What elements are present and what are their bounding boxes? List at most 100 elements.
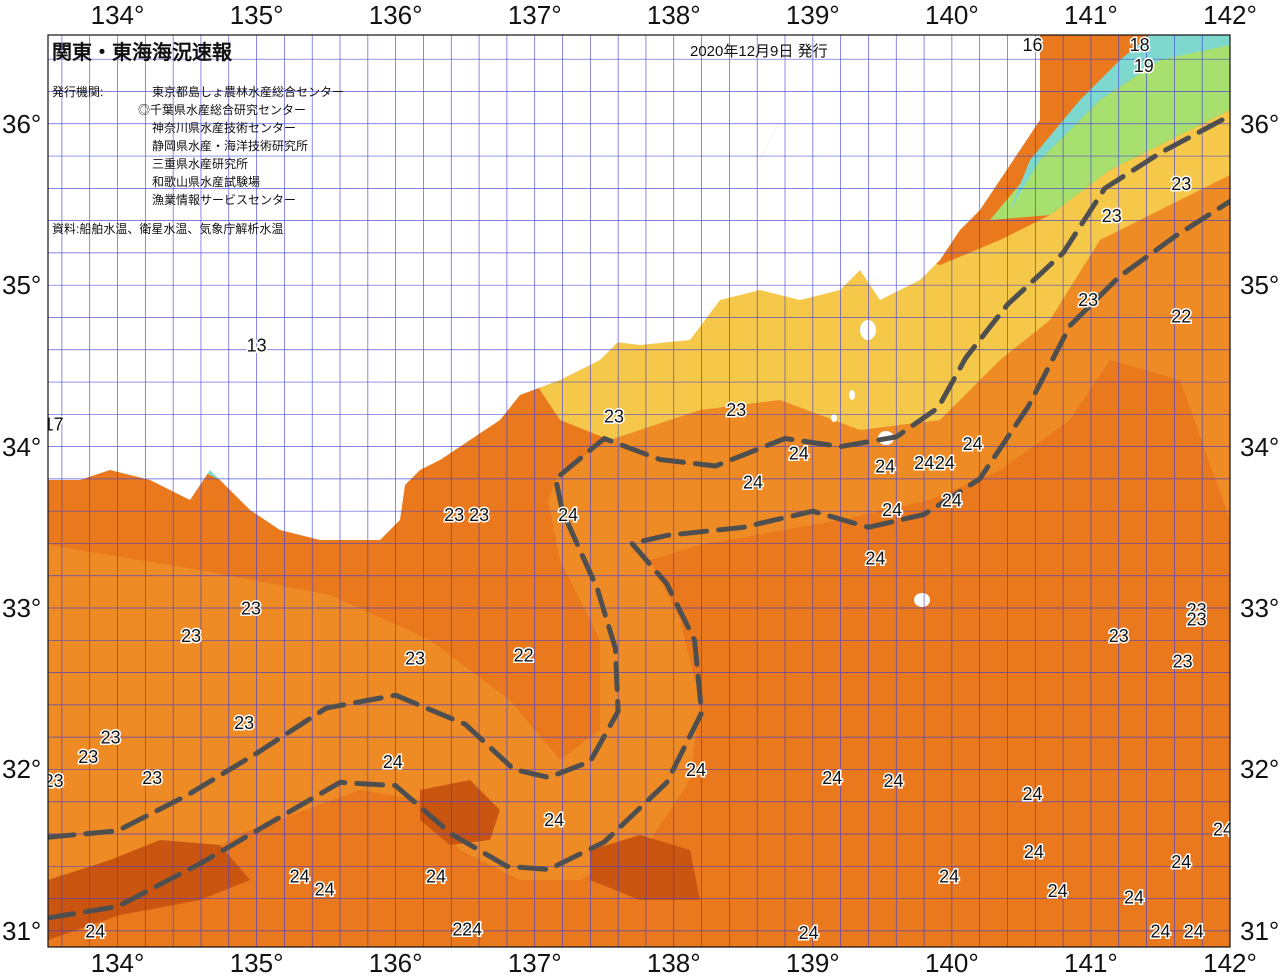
- latitude-label-left: 32°: [2, 754, 42, 785]
- issuer-6: 和歌山県水産試験場: [152, 175, 261, 189]
- kuroshio-line-inner: [48, 113, 1230, 840]
- longitude-label-bottom: 135°: [229, 948, 284, 978]
- longitude-label-top: 139°: [785, 0, 840, 30]
- land-kii-peninsula: [280, 330, 440, 540]
- land-honshu-east: [600, 35, 1040, 345]
- temperature-label: 24: [1150, 921, 1170, 941]
- temperature-label: 24: [452, 920, 472, 940]
- temperature-label: 13: [247, 335, 267, 355]
- temperature-label: 24: [935, 453, 955, 473]
- coastal-cold-zone-east: [1010, 35, 1230, 210]
- longitude-label-bottom: 138°: [646, 948, 701, 978]
- temperature-label: 23: [101, 728, 121, 748]
- temperature-label: 24: [865, 548, 885, 568]
- temperature-label: 24: [799, 923, 819, 943]
- issue-date: 2020年12月9日 発行: [690, 43, 828, 60]
- longitude-label-top: 136°: [368, 0, 423, 30]
- temperature-label: 23: [1109, 626, 1129, 646]
- temperature-label: 23: [444, 505, 464, 525]
- map-title: 関東・東海海況速報: [52, 42, 232, 64]
- land-boso-peninsula: [900, 175, 960, 260]
- longitude-label-top: 141°: [1064, 0, 1118, 30]
- latitude-label-left: 36°: [2, 108, 42, 139]
- land-mass: [48, 35, 1040, 607]
- issuer-1: 東京都島しょ農林水産総合センター: [152, 85, 345, 99]
- temperature-label: 22: [1171, 306, 1191, 326]
- longitude-label-top: 138°: [646, 0, 701, 30]
- temperature-label: 23: [181, 626, 201, 646]
- temperature-label: 23: [78, 747, 98, 767]
- longitude-label-bottom: 142°: [1203, 948, 1257, 978]
- latitude-label-right: 31°: [1240, 915, 1280, 946]
- longitude-label-bottom: 141°: [1064, 948, 1118, 978]
- temperature-label: 23: [142, 768, 162, 788]
- map-info-panel: 関東・東海海況速報 2020年12月9日 発行 発行機関: 東京都島しょ農林水産…: [52, 36, 828, 246]
- temperature-label: 24: [743, 472, 763, 492]
- longitude-label-top: 134°: [90, 0, 145, 30]
- map-border: [47, 34, 1231, 948]
- temperature-label: 24: [1022, 784, 1042, 804]
- temperature-label: 24: [1048, 881, 1068, 901]
- temperature-label: 24: [875, 456, 895, 476]
- temperature-label: 24: [942, 490, 962, 510]
- temperature-label: 24: [914, 453, 934, 473]
- temperature-label: 19: [1134, 56, 1154, 76]
- temperature-label: 24: [544, 810, 564, 830]
- temperature-label: 24: [290, 866, 310, 886]
- land-hachijo-island: [914, 593, 930, 607]
- temperature-label: 24: [85, 921, 105, 941]
- kuroshio-line-outer: [48, 198, 1230, 921]
- temperature-label: 23: [44, 771, 64, 791]
- longitude-label-bottom: 134°: [90, 948, 145, 978]
- temperature-label: 23: [1078, 290, 1098, 310]
- temperature-label: 23: [405, 648, 425, 668]
- longitude-label-top: 135°: [229, 0, 284, 30]
- coastal-cool-zone-east: [990, 40, 1230, 220]
- latitude-label-right: 32°: [1240, 754, 1280, 785]
- longitude-label-top: 140°: [924, 0, 979, 30]
- temperature-label: 23: [469, 505, 489, 525]
- issuer-4: 静岡県水産・海洋技術研究所: [152, 139, 309, 153]
- longitude-label-top: 137°: [507, 0, 562, 30]
- temperature-label: 23: [1173, 652, 1193, 672]
- land-niijima-island: [849, 390, 855, 400]
- temperature-label: 24: [1213, 820, 1233, 840]
- longitude-label-bottom: 137°: [507, 948, 562, 978]
- temperature-label: 24: [558, 505, 578, 525]
- issuer-2: ◎千葉県水産総合研究センター: [138, 103, 307, 117]
- temperature-label: 24: [383, 752, 403, 772]
- land-shikoku: [48, 430, 210, 500]
- latitude-label-left: 31°: [2, 915, 42, 946]
- temperature-label: 23: [726, 400, 746, 420]
- temperature-label: 24: [1124, 887, 1144, 907]
- latitude-label-right: 36°: [1240, 108, 1280, 139]
- latitude-label-right: 33°: [1240, 593, 1280, 624]
- longitude-label-top: 142°: [1203, 0, 1257, 30]
- latitude-label-right: 35°: [1240, 270, 1280, 301]
- temperature-label: 24: [462, 920, 482, 940]
- temperature-label: 23: [241, 598, 261, 618]
- longitude-label-bottom: 139°: [785, 948, 840, 978]
- issuers-label: 発行機関:: [52, 85, 104, 99]
- temperature-label: 17: [44, 414, 64, 434]
- sea-25-zone: [48, 780, 700, 940]
- temperature-label: 24: [882, 500, 902, 520]
- temperature-label: 23: [1187, 600, 1207, 620]
- temperature-label: 24: [789, 443, 809, 463]
- latitude-label-left: 35°: [2, 270, 42, 301]
- temperature-label: 23: [1171, 174, 1191, 194]
- data-source: 資料:船舶水温、衛星水温、気象庁解析水温: [52, 222, 284, 236]
- issuer-5: 三重県水産研究所: [152, 157, 249, 171]
- temperature-label: 18: [1130, 35, 1150, 55]
- latitude-label-left: 34°: [2, 431, 42, 462]
- temperature-label: 24: [315, 879, 335, 899]
- temperature-label: 24: [1184, 921, 1204, 941]
- issuer-3: 神奈川県水産技術センター: [152, 121, 297, 135]
- longitude-label-bottom: 140°: [924, 948, 979, 978]
- latitude-label-left: 33°: [2, 593, 42, 624]
- temperature-label: 24: [822, 768, 842, 788]
- temperature-label: 23: [1102, 206, 1122, 226]
- temperature-label: 24: [939, 866, 959, 886]
